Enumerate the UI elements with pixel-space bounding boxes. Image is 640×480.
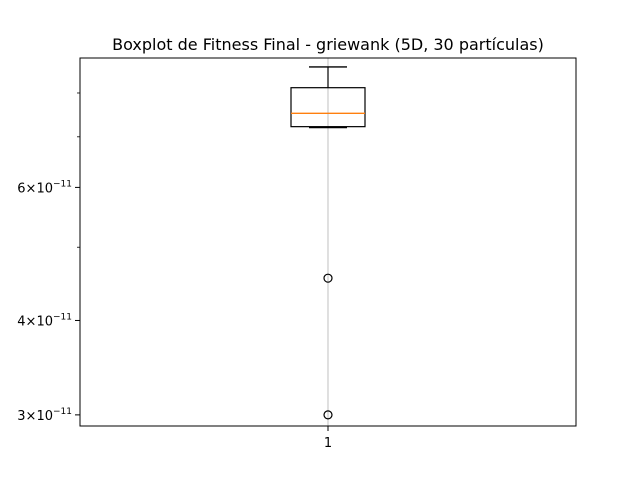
- outlier-point: [323, 273, 333, 283]
- plot-frame: [79, 57, 577, 427]
- boxplot-layer: [290, 66, 366, 420]
- y-tick-label: 4×10−11: [17, 312, 72, 329]
- chart-title: Boxplot de Fitness Final - griewank (5D,…: [112, 35, 544, 54]
- x-tick-label: 1: [324, 436, 332, 451]
- y-tick-label: 3×10−11: [17, 407, 72, 424]
- y-tick-label: 6×10−11: [17, 179, 72, 196]
- axes-layer: 1 3×10−11 4×10−11 6×10−11: [17, 92, 332, 451]
- outlier-point: [323, 410, 333, 420]
